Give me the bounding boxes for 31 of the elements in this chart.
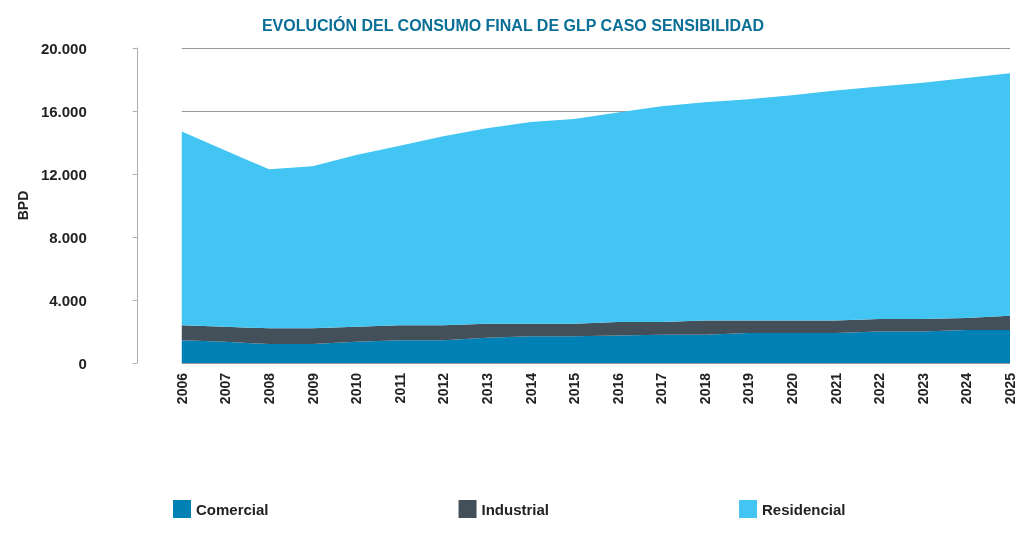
x-tick-label: 2009 [304,372,321,405]
x-tick-label: 2023 [914,372,931,405]
y-tick-label: 16.000 [40,102,87,120]
x-tick-label: 2022 [871,372,888,405]
x-tick-label: 2013 [478,372,495,405]
x-tick-label: 2012 [435,372,452,405]
x-tick-label: 2021 [827,372,844,405]
y-tick-label: 20.000 [40,39,87,57]
x-tick-label: 2017 [653,372,670,405]
y-tick-label: 12.000 [40,165,87,183]
x-tick-label: 2018 [696,372,713,405]
x-tick-label: 2006 [173,372,190,405]
x-tick-label: 2019 [740,372,757,405]
y-tick-label: 8.000 [49,228,87,246]
x-tick-label: 2014 [522,372,539,405]
x-tick-label: 2024 [958,372,975,405]
y-tick-label: 0 [78,354,87,372]
x-tick-label: 2008 [260,372,277,405]
legend-label: Industrial [481,500,550,518]
legend-label: Residencial [762,500,846,518]
legend-label: Comercial [196,500,269,518]
x-tick-label: 2007 [217,372,234,405]
y-axis-title: BPD [15,190,31,221]
x-tick-label: 2020 [784,372,801,405]
x-tick-label: 2025 [1002,372,1018,405]
y-tick-label: 4.000 [49,291,87,309]
x-tick-label: 2011 [391,372,408,404]
chart-title: EVOLUCIÓN DEL CONSUMO FINAL DE GLP CASO SENSIBILIDAD [261,15,765,34]
x-tick-label: 2015 [566,372,583,405]
x-tick-label: 2010 [348,372,365,405]
x-tick-label: 2016 [609,372,626,405]
